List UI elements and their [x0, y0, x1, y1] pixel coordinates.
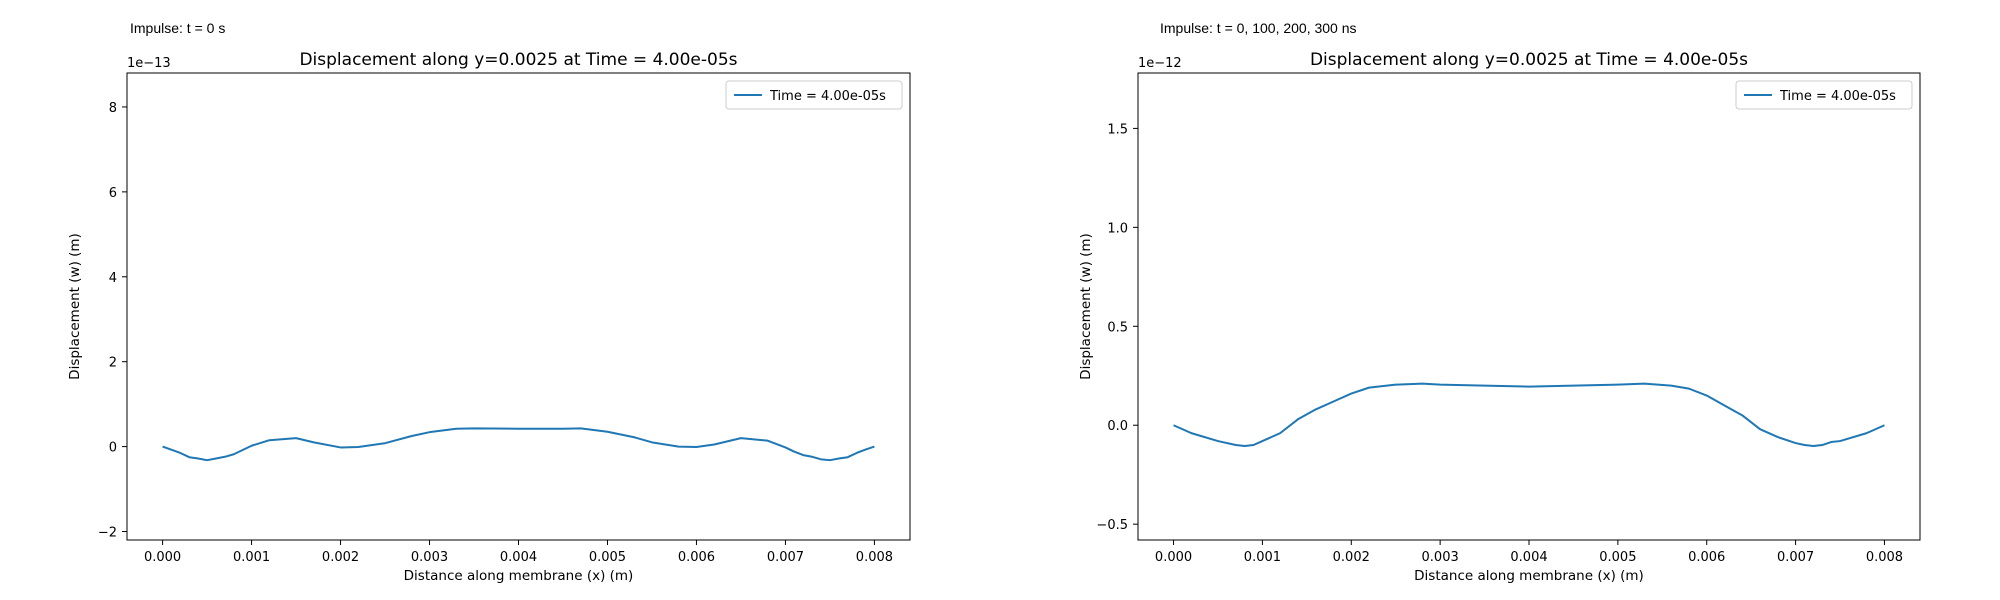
x-tick-label: 0.000 — [144, 550, 181, 565]
y-tick-label: 1.0 — [1107, 221, 1128, 236]
chart-panel-1: Displacement along y=0.0025 at Time = 4.… — [67, 50, 911, 584]
x-tick-label: 0.007 — [767, 550, 804, 565]
y-tick-label: −2 — [98, 526, 117, 541]
y-tick-label: 1.5 — [1107, 122, 1128, 137]
x-tick-label: 0.002 — [322, 550, 359, 565]
x-tick-label: 0.006 — [1688, 550, 1725, 565]
x-tick-label: 0.001 — [233, 550, 270, 565]
chart-panel-2: Displacement along y=0.0025 at Time = 4.… — [1078, 50, 1921, 584]
y-tick-label: 6 — [109, 186, 117, 201]
y-tick-label: 0 — [109, 441, 117, 456]
legend: Time = 4.00e-05s — [725, 80, 903, 110]
x-axis-label: Distance along membrane (x) (m) — [404, 568, 634, 584]
legend-box — [725, 80, 903, 110]
legend-box — [1735, 80, 1913, 110]
y-axis-label: Displacement (w) (m) — [1078, 233, 1094, 380]
x-tick-label: 0.004 — [500, 550, 537, 565]
y-tick-label: 0.5 — [1107, 320, 1128, 335]
x-tick-label: 0.000 — [1155, 550, 1192, 565]
y-tick-label: 0.0 — [1107, 419, 1128, 434]
x-tick-label: 0.003 — [1422, 550, 1459, 565]
y-tick-label: −0.5 — [1096, 518, 1128, 533]
y-axis-label: Displacement (w) (m) — [67, 233, 83, 380]
x-tick-label: 0.005 — [589, 550, 626, 565]
x-tick-label: 0.008 — [856, 550, 893, 565]
x-tick-label: 0.007 — [1777, 550, 1814, 565]
legend-label: Time = 4.00e-05s — [769, 89, 886, 104]
plot-frame — [126, 72, 911, 541]
x-tick-label: 0.001 — [1244, 550, 1281, 565]
x-tick-label: 0.003 — [411, 550, 448, 565]
caption-right: Impulse: t = 0, 100, 200, 300 ns — [1160, 20, 1357, 36]
x-tick-label: 0.002 — [1333, 550, 1370, 565]
y-tick-label: 2 — [109, 356, 117, 371]
chart-title: Displacement along y=0.0025 at Time = 4.… — [1310, 50, 1748, 70]
x-tick-label: 0.004 — [1510, 550, 1547, 565]
legend: Time = 4.00e-05s — [1735, 80, 1913, 110]
y-offset-text: 1e−13 — [127, 56, 171, 71]
x-tick-label: 0.008 — [1866, 550, 1903, 565]
plot-frame — [1137, 72, 1921, 541]
y-offset-text: 1e−12 — [1138, 56, 1182, 71]
chart-title: Displacement along y=0.0025 at Time = 4.… — [299, 50, 737, 70]
x-tick-label: 0.005 — [1599, 550, 1636, 565]
x-axis-label: Distance along membrane (x) (m) — [1414, 568, 1644, 584]
y-tick-label: 8 — [109, 101, 117, 116]
series-line — [162, 427, 875, 462]
legend-label: Time = 4.00e-05s — [1779, 89, 1896, 104]
caption-left: Impulse: t = 0 s — [130, 20, 226, 36]
x-tick-label: 0.006 — [678, 550, 715, 565]
y-tick-label: 4 — [109, 271, 117, 286]
series-line — [1173, 382, 1885, 448]
